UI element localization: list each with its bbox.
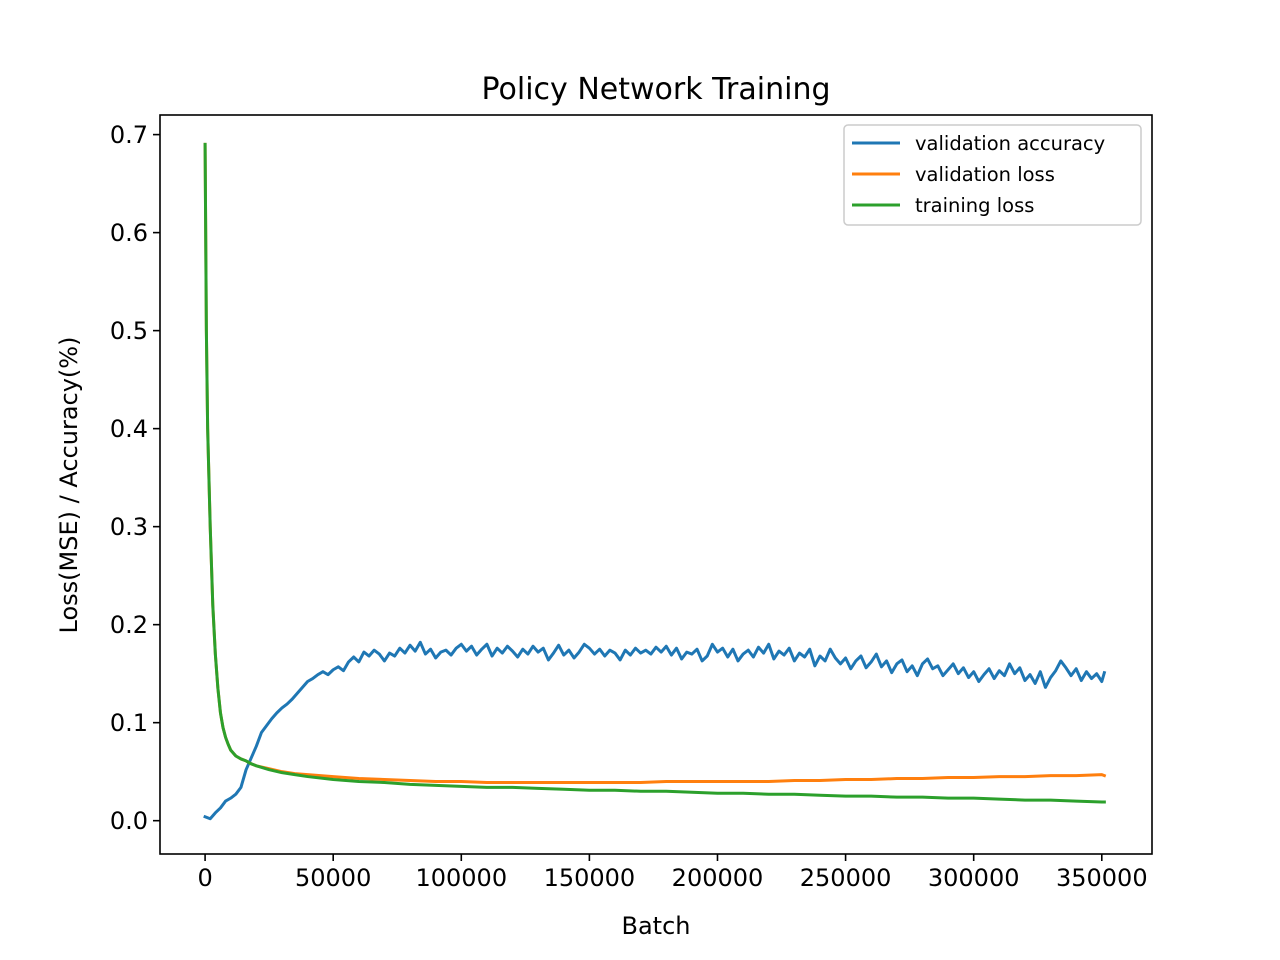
y-axis-label: Loss(MSE) / Accuracy(%)	[55, 337, 83, 634]
series-line-validation-accuracy	[203, 640, 1107, 821]
series-line-training-loss	[203, 142, 1106, 804]
y-tick-label: 0.2	[110, 611, 148, 639]
legend-label-training-loss: training loss	[915, 194, 1034, 217]
legend-frame	[843, 124, 1142, 226]
x-tick-label: 350000	[1056, 864, 1148, 892]
x-axis: 0 50000 100000 150000 200000 250000 300000 3500…	[197, 854, 1148, 892]
y-tick-label: 0.4	[110, 415, 148, 443]
x-tick-label: 50000	[295, 864, 371, 892]
chart-title: Policy Network Training	[482, 72, 831, 107]
legend-label-validation-accuracy: validation accuracy	[915, 132, 1105, 155]
x-tick-label: 300000	[928, 864, 1020, 892]
y-tick-label: 0.5	[110, 317, 148, 345]
plot-area	[203, 142, 1107, 821]
y-axis: 0.0 0.1 0.2 0.3 0.4 0.5 0.6 0.7	[110, 121, 160, 835]
x-tick-label: 0	[197, 864, 212, 892]
plot-frame	[159, 114, 1153, 855]
x-tick-label: 250000	[800, 864, 892, 892]
y-tick-label: 0.7	[110, 121, 148, 149]
y-tick-label: 0.0	[110, 807, 148, 835]
x-axis-label: Batch	[622, 912, 691, 940]
x-tick-label: 150000	[544, 864, 636, 892]
y-tick-label: 0.3	[110, 513, 148, 541]
x-tick-label: 100000	[415, 864, 507, 892]
series-layer	[203, 142, 1107, 821]
y-tick-label: 0.6	[110, 219, 148, 247]
x-tick-label: 200000	[672, 864, 764, 892]
y-tick-label: 0.1	[110, 709, 148, 737]
legend-label-validation-loss: validation loss	[915, 163, 1055, 186]
legend: validation accuracy validation loss traini…	[843, 124, 1142, 226]
